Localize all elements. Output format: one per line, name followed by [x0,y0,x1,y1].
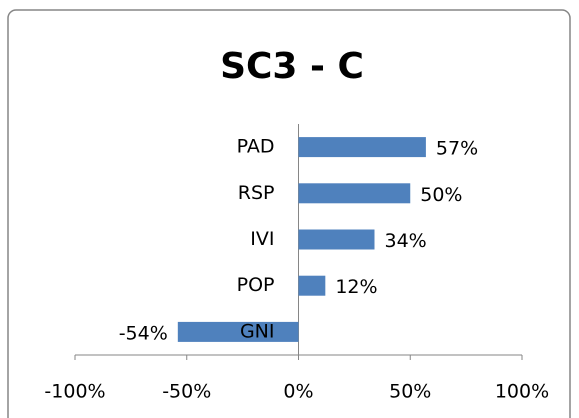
bar [298,137,426,158]
y-tick-label: IVI [250,228,274,250]
x-tick-label: 0% [283,381,313,403]
y-tick-label: POP [237,274,275,296]
x-tick-label: 50% [389,381,431,403]
x-tick-label: -50% [162,381,211,403]
value-label: 12% [335,276,377,298]
bar [177,321,299,342]
value-label: -54% [119,322,168,344]
x-tick-label: -100% [44,381,105,403]
value-label: 50% [420,184,462,206]
x-tick-label: 100% [495,381,549,403]
bar [298,275,326,296]
y-tick-label: GNI [240,320,275,342]
value-label: 57% [436,138,478,160]
chart-title: SC3 - C [220,46,364,87]
bar [298,229,375,250]
chart-border [7,9,571,418]
y-tick-label: RSP [238,182,275,204]
y-tick-label: PAD [237,136,275,158]
bar [298,183,411,204]
value-label: 34% [384,230,426,252]
